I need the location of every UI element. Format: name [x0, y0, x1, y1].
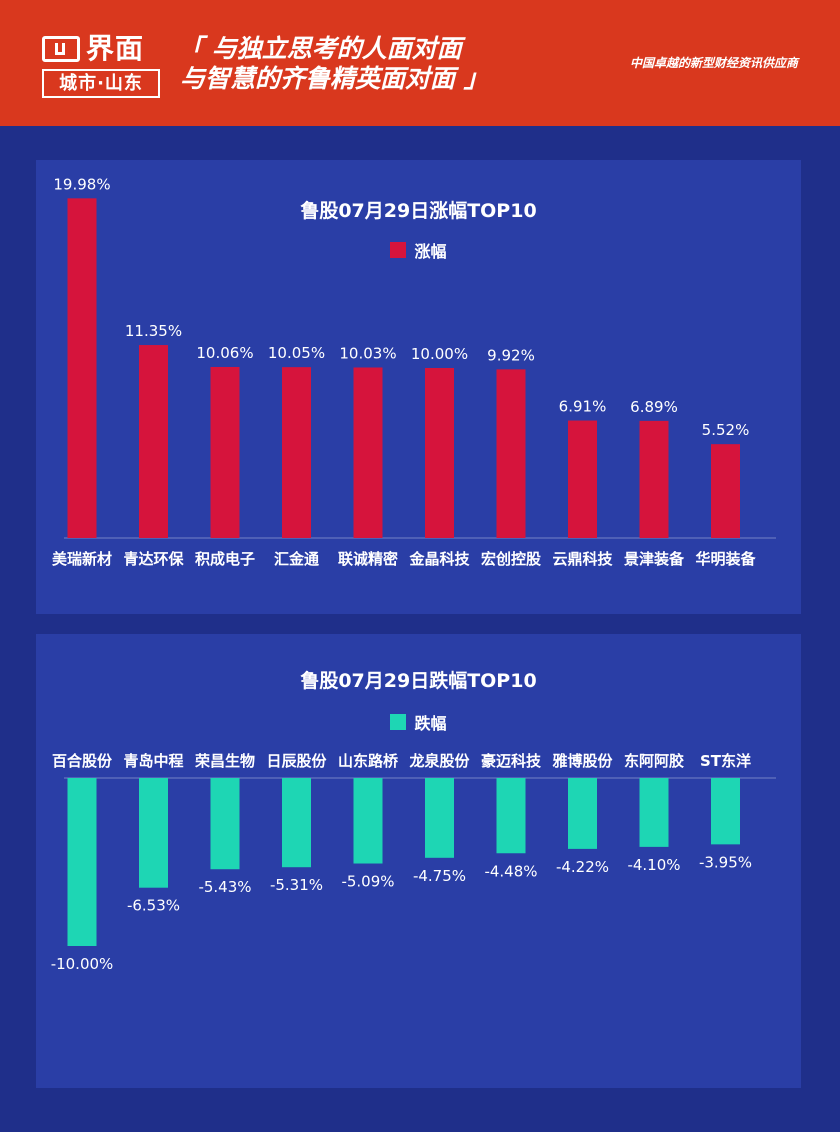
data-label: -4.22% — [556, 858, 609, 876]
logo-subtitle: 城市·山东 — [42, 69, 160, 98]
category-label: 云鼎科技 — [552, 550, 613, 568]
bar — [496, 369, 526, 538]
category-label: 雅博股份 — [551, 752, 613, 770]
data-label: 11.35% — [125, 322, 182, 340]
data-label: -5.09% — [341, 873, 394, 891]
category-label: 青岛中程 — [123, 752, 183, 770]
logo-name: 界面 — [86, 32, 145, 65]
category-label: 联诚精密 — [338, 550, 398, 568]
rise-bar-chart: 19.98% 美瑞新材 11.35% 青达环保 10.06% 积成电子 10.05% 汇金通 1… — [52, 175, 776, 568]
legend-label: 跌幅 — [414, 714, 447, 733]
fall-bar-chart: -10.00% 百合股份 -6.53% 青岛中程 -5.43% 荣昌生物 -5.31% 日辰股… — [51, 752, 776, 973]
bar — [639, 420, 669, 538]
chart-title: 鲁股07月29日跌幅TOP10 — [300, 670, 537, 692]
category-label: 山东路桥 — [338, 752, 399, 770]
bar — [639, 778, 669, 847]
chart-legend: 跌幅 — [36, 710, 801, 734]
bar — [496, 778, 526, 854]
data-label: -4.48% — [484, 862, 537, 880]
bar — [210, 778, 240, 870]
logo: 界面 城市·山东 — [42, 32, 160, 98]
data-label: -6.53% — [127, 897, 180, 915]
data-label: 9.92% — [487, 346, 535, 364]
bar — [425, 368, 454, 538]
data-label: -4.10% — [627, 856, 680, 874]
tagline: 中国卓越的新型财经资讯供应商 — [629, 56, 798, 70]
bar — [568, 778, 597, 849]
bar — [282, 367, 311, 538]
category-label: 华明装备 — [695, 550, 756, 568]
slogan-line-1: 「 与独立思考的人面对面 — [178, 34, 462, 63]
bar — [282, 778, 311, 868]
fall-chart-panel: 鲁股07月29日跌幅TOP10 跌幅 -10.00% 百合股份 -6.53% 青岛中程… — [36, 634, 801, 1088]
category-label: 汇金通 — [274, 550, 319, 568]
bar — [353, 367, 383, 538]
category-label: 美瑞新材 — [52, 550, 112, 568]
category-label: ST东洋 — [700, 752, 751, 770]
chart-title: 鲁股07月29日涨幅TOP10 — [300, 200, 537, 222]
data-label: 19.98% — [53, 175, 110, 193]
header-banner: 界面 城市·山东 「 与独立思考的人面对面 与智慧的齐鲁精英面对面 」 中国卓越… — [0, 0, 840, 126]
bar — [711, 778, 740, 845]
category-label: 豪迈科技 — [481, 752, 542, 770]
bar — [67, 778, 97, 946]
data-label: -5.31% — [270, 876, 323, 894]
data-label: 6.91% — [559, 398, 607, 416]
data-label: -3.95% — [699, 853, 752, 871]
chart-legend: 涨幅 — [36, 238, 801, 262]
bar — [425, 778, 454, 858]
data-label: 5.52% — [702, 421, 750, 439]
category-label: 积成电子 — [195, 550, 255, 568]
category-label: 青达环保 — [123, 550, 184, 568]
logo-mark-icon — [42, 36, 80, 62]
data-label: -10.00% — [51, 955, 114, 973]
category-label: 景津装备 — [624, 550, 685, 568]
data-label: -4.75% — [413, 867, 466, 885]
rise-chart-panel: 鲁股07月29日涨幅TOP10 涨幅 19.98% 美瑞新材 11.35% 青达环保 1… — [36, 160, 801, 614]
data-label: 10.03% — [339, 344, 396, 362]
slogan: 「 与独立思考的人面对面 与智慧的齐鲁精英面对面 」 — [178, 34, 489, 94]
legend-swatch — [390, 714, 407, 730]
legend-swatch — [390, 242, 407, 258]
category-label: 百合股份 — [52, 752, 113, 770]
bar — [353, 778, 383, 864]
bar — [139, 345, 168, 538]
category-label: 金晶科技 — [408, 550, 470, 568]
legend-label: 涨幅 — [414, 242, 447, 261]
bar — [711, 444, 740, 538]
data-label: 10.00% — [411, 345, 468, 363]
bar — [67, 198, 97, 538]
category-label: 日辰股份 — [266, 752, 327, 770]
category-label: 龙泉股份 — [408, 752, 470, 770]
data-label: 10.06% — [196, 344, 253, 362]
category-label: 东阿阿胶 — [624, 752, 684, 770]
bar — [568, 420, 597, 538]
category-label: 荣昌生物 — [194, 752, 255, 770]
bar — [139, 778, 168, 888]
category-label: 宏创控股 — [481, 550, 542, 568]
bar — [210, 366, 240, 538]
data-label: 10.05% — [268, 344, 325, 362]
slogan-line-2: 与智慧的齐鲁精英面对面 」 — [180, 64, 489, 93]
data-label: 6.89% — [630, 398, 678, 416]
data-label: -5.43% — [198, 878, 251, 896]
